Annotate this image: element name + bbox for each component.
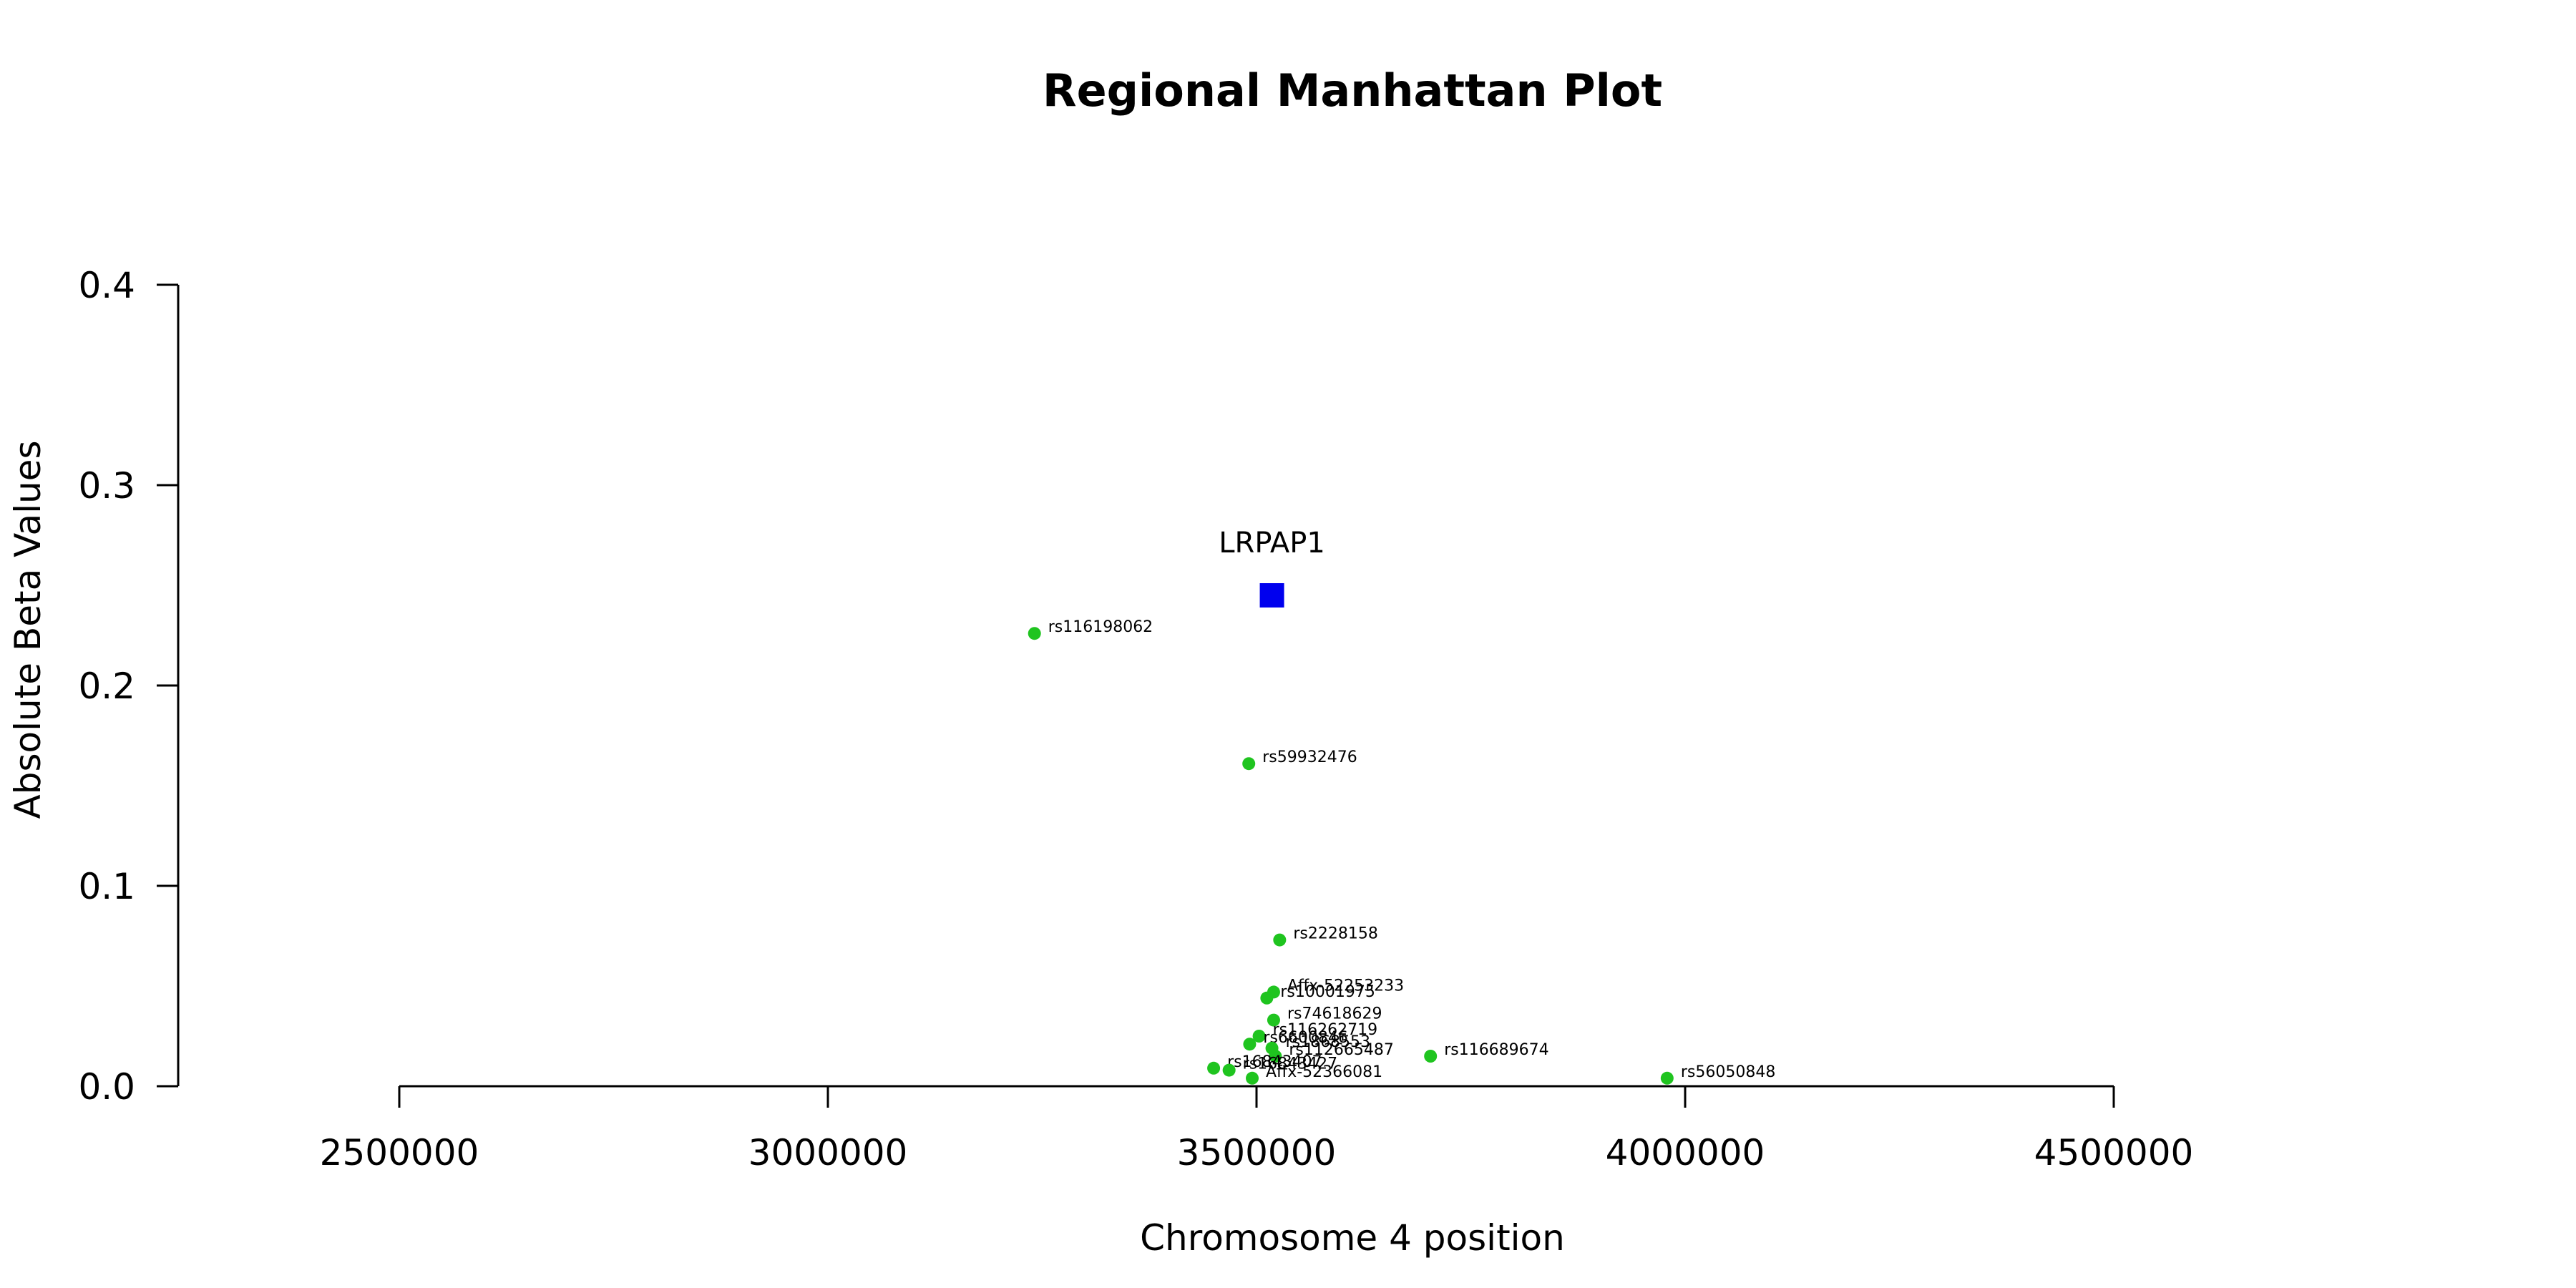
snp-point bbox=[1028, 627, 1041, 640]
y-tick-label: 0.2 bbox=[78, 665, 135, 707]
snp-point-label: rs74618629 bbox=[1287, 1005, 1382, 1023]
snp-point-label: Affx-52366081 bbox=[1266, 1063, 1382, 1081]
y-axis-label: Absolute Beta Values bbox=[7, 441, 49, 819]
y-axis-ticks: 0.0 0.1 0.2 0.3 0.4 bbox=[78, 265, 178, 1108]
snp-point bbox=[1267, 1013, 1280, 1027]
snp-points: rs116198062 rs59932476 rs2228158 Affx-52253… bbox=[1028, 618, 1775, 1085]
x-tick-label: 2500000 bbox=[320, 1132, 479, 1174]
snp-point bbox=[1660, 1071, 1674, 1085]
snp-point bbox=[1207, 1061, 1221, 1075]
snp-point-label: rs116262719 bbox=[1273, 1021, 1377, 1039]
y-tick-label: 0.4 bbox=[78, 265, 135, 306]
x-axis-label: Chromosome 4 position bbox=[1140, 1217, 1565, 1259]
snp-point-label: rs16843407 bbox=[1227, 1053, 1322, 1071]
snp-point bbox=[1252, 1030, 1266, 1043]
snp-point-label: rs6600846 bbox=[1263, 1029, 1348, 1047]
y-tick-label: 0.1 bbox=[78, 866, 135, 907]
snp-point-label: rs10001975 bbox=[1280, 983, 1375, 1001]
snp-point-label: rs16843427 bbox=[1243, 1055, 1337, 1073]
snp-point bbox=[1246, 1071, 1259, 1085]
snp-point bbox=[1424, 1050, 1438, 1063]
snp-point bbox=[1243, 1038, 1257, 1051]
gene-label: LRPAP1 bbox=[1219, 527, 1325, 560]
snp-point-label: rs1868553 bbox=[1286, 1033, 1371, 1051]
snp-point-label: rs59932476 bbox=[1262, 748, 1357, 766]
snp-point bbox=[1222, 1063, 1236, 1077]
gene-marker bbox=[1259, 583, 1284, 608]
x-tick-label: 3500000 bbox=[1177, 1132, 1337, 1174]
gene-marker-group: LRPAP1 bbox=[1219, 527, 1325, 608]
snp-point bbox=[1269, 1050, 1282, 1063]
x-tick-label: 3000000 bbox=[748, 1132, 908, 1174]
snp-point-label: rs2228158 bbox=[1293, 925, 1378, 943]
snp-point-label: rs116198062 bbox=[1048, 618, 1153, 636]
snp-point-label: Affx-52253233 bbox=[1287, 977, 1404, 995]
x-axis-ticks: 2500000 3000000 3500000 4000000 4500000 bbox=[320, 1086, 2194, 1174]
snp-point bbox=[1242, 757, 1256, 771]
y-tick-label: 0.0 bbox=[78, 1066, 135, 1108]
chart-title: Regional Manhattan Plot bbox=[1043, 64, 1662, 117]
snp-point-label: rs56050848 bbox=[1681, 1063, 1775, 1081]
x-tick-label: 4000000 bbox=[1606, 1132, 1765, 1174]
snp-point-label: rs112665487 bbox=[1289, 1041, 1393, 1059]
y-tick-label: 0.3 bbox=[78, 465, 135, 507]
snp-point bbox=[1260, 991, 1274, 1005]
snp-point bbox=[1273, 933, 1287, 947]
snp-point-label: rs116689674 bbox=[1444, 1041, 1548, 1059]
x-tick-label: 4500000 bbox=[2034, 1132, 2194, 1174]
